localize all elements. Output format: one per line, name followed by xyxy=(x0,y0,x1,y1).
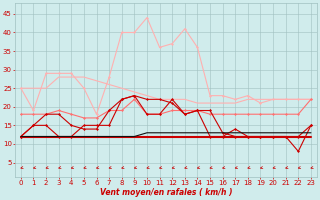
X-axis label: Vent moyen/en rafales ( km/h ): Vent moyen/en rafales ( km/h ) xyxy=(100,188,232,197)
